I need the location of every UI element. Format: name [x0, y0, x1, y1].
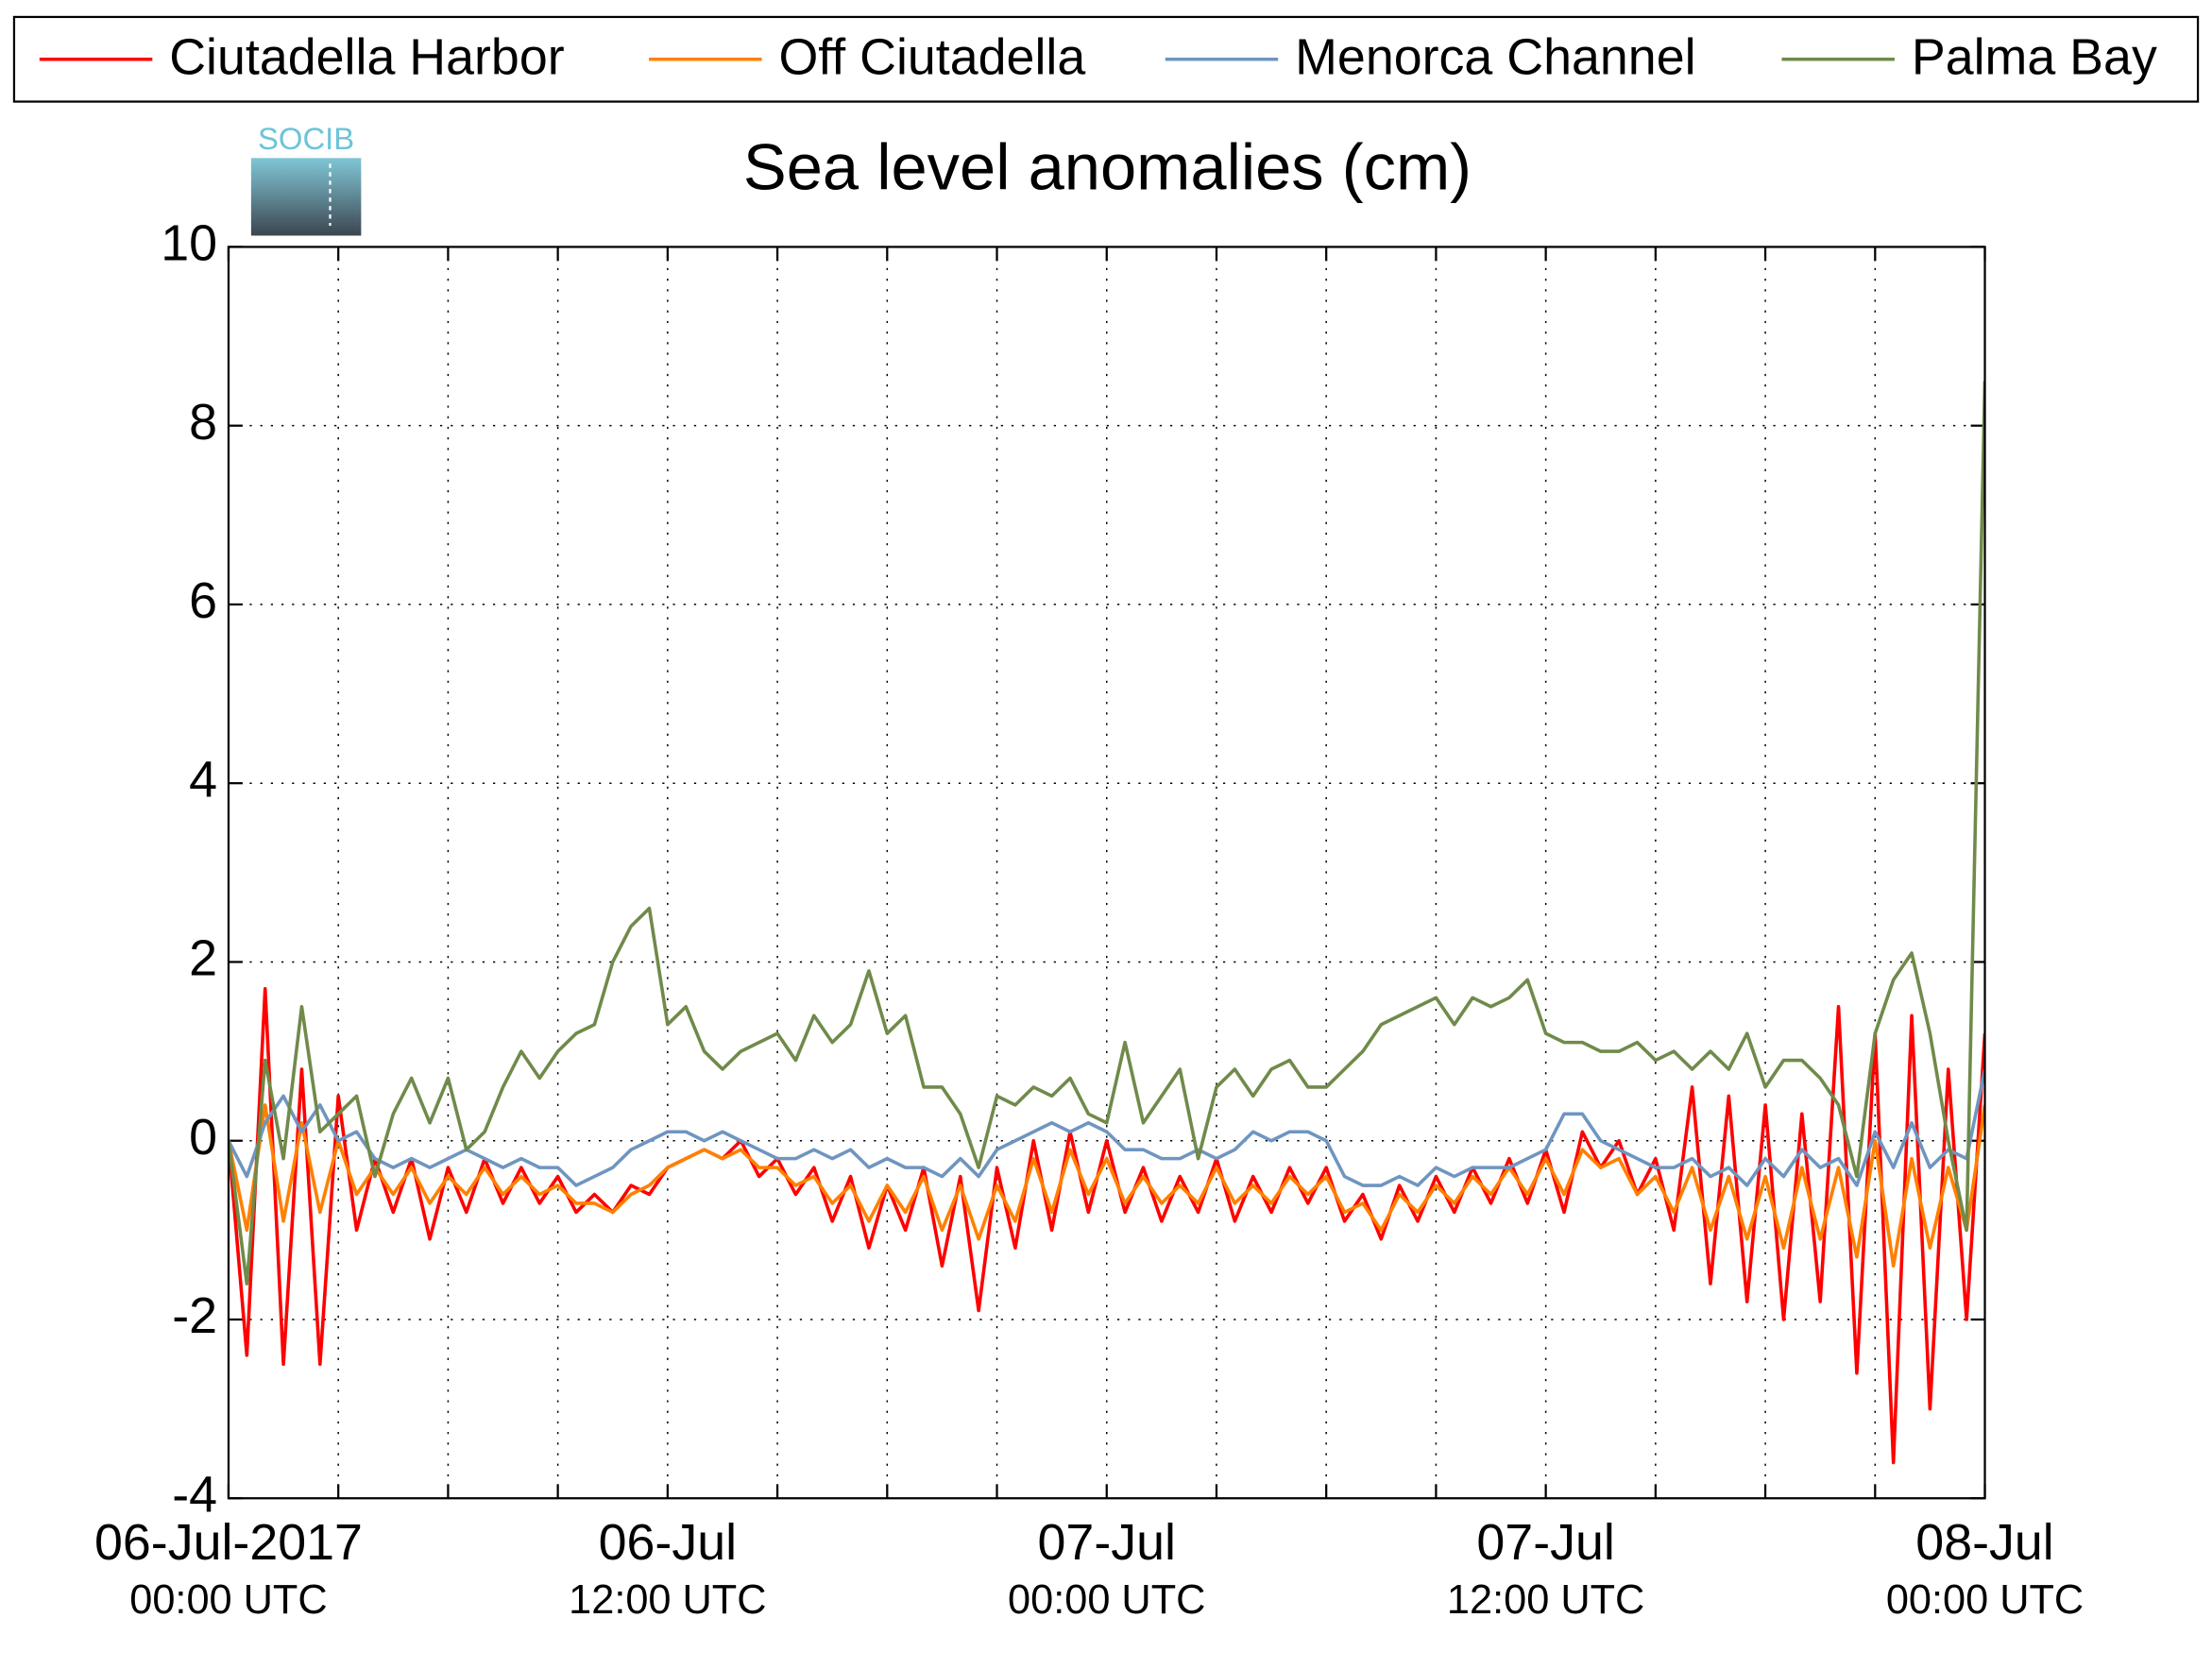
logo-text: SOCIB: [258, 121, 354, 156]
x-tick-label: 08-Jul: [1915, 1514, 2053, 1571]
x-tick-sublabel: 00:00 UTC: [129, 1577, 327, 1623]
x-tick-sublabel: 12:00 UTC: [1447, 1577, 1644, 1623]
chart-title: Sea level anomalies (cm): [743, 130, 1472, 203]
x-tick-label: 06-Jul: [599, 1514, 737, 1571]
plot-lines: [228, 381, 1985, 1465]
logo: SOCIB: [250, 121, 362, 236]
y-tick-label: -2: [172, 1287, 217, 1344]
x-tick-label: 07-Jul: [1476, 1514, 1614, 1571]
legend-label: Palma Bay: [1912, 28, 2157, 85]
y-tick-label: 8: [189, 394, 217, 451]
logo-image: [250, 158, 362, 236]
series-line: [228, 987, 1985, 1465]
plot-frame: [227, 246, 1986, 1500]
x-tick-label: 07-Jul: [1038, 1514, 1176, 1571]
x-tick-label: 06-Jul-2017: [94, 1514, 363, 1571]
series-line: [228, 1103, 1985, 1268]
series-line: [228, 381, 1985, 1286]
y-tick-label: 6: [189, 572, 217, 629]
legend-label: Menorca Channel: [1295, 28, 1695, 85]
y-tick-label: 2: [189, 930, 217, 987]
y-tick-label: 4: [189, 751, 217, 808]
x-tick-sublabel: 00:00 UTC: [1886, 1577, 2084, 1623]
legend-label: Ciutadella Harbor: [169, 28, 564, 85]
x-tick-sublabel: 00:00 UTC: [1008, 1577, 1205, 1623]
series-line: [228, 1068, 1985, 1187]
legend-label: Off Ciutadella: [778, 28, 1085, 85]
y-tick-label: 10: [161, 215, 217, 272]
y-tick-label: 0: [189, 1109, 217, 1166]
y-tick-label: -4: [172, 1466, 217, 1523]
x-tick-sublabel: 12:00 UTC: [569, 1577, 766, 1623]
